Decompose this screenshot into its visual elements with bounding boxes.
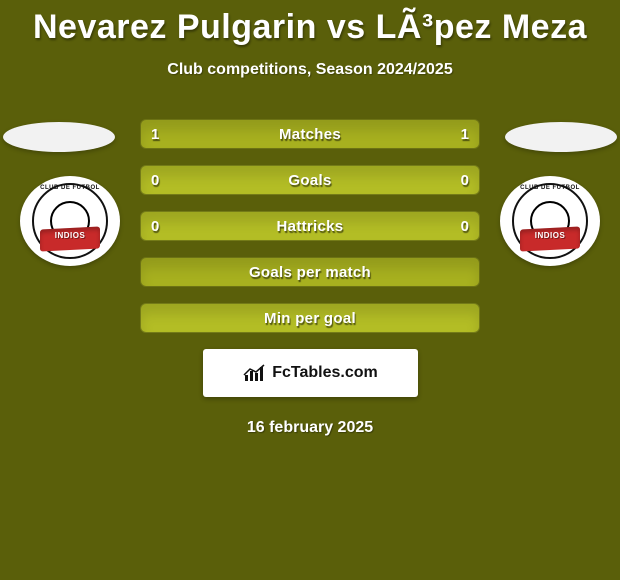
snapshot-date: 16 february 2025 [0, 419, 620, 437]
club-arc-text: CLUB DE FUTBOL [512, 185, 588, 191]
stat-right-value: 0 [461, 166, 469, 194]
brand-watermark: FcTables.com [203, 349, 418, 397]
stat-label: Matches [279, 126, 341, 143]
comparison-title: Nevarez Pulgarin vs LÃ³pez Meza [0, 0, 620, 47]
brand-text: FcTables.com [272, 364, 378, 382]
player-photo-right [505, 122, 617, 152]
stat-label: Goals [288, 172, 331, 189]
club-badge-right: CLUB DE FUTBOL INDIOS [500, 176, 600, 266]
stat-right-value: 0 [461, 212, 469, 240]
stat-row: Min per goal [140, 303, 480, 333]
stats-table: 1 Matches 1 0 Goals 0 0 Hattricks 0 Goal… [140, 119, 480, 333]
club-ribbon-text: INDIOS [40, 231, 100, 240]
stat-label: Hattricks [277, 218, 344, 235]
stat-left-value: 0 [151, 166, 159, 194]
club-arc-text: CLUB DE FUTBOL [32, 185, 108, 191]
club-ribbon-text: INDIOS [520, 231, 580, 240]
stat-row: Goals per match [140, 257, 480, 287]
bar-chart-icon [242, 363, 268, 383]
stat-row: 1 Matches 1 [140, 119, 480, 149]
stat-row: 0 Hattricks 0 [140, 211, 480, 241]
player-photo-left [3, 122, 115, 152]
stat-left-value: 0 [151, 212, 159, 240]
club-badge-left: CLUB DE FUTBOL INDIOS [20, 176, 120, 266]
stat-right-value: 1 [461, 120, 469, 148]
stat-label: Min per goal [264, 310, 356, 327]
stat-left-value: 1 [151, 120, 159, 148]
season-subtitle: Club competitions, Season 2024/2025 [0, 61, 620, 79]
stat-label: Goals per match [249, 264, 371, 281]
stat-row: 0 Goals 0 [140, 165, 480, 195]
